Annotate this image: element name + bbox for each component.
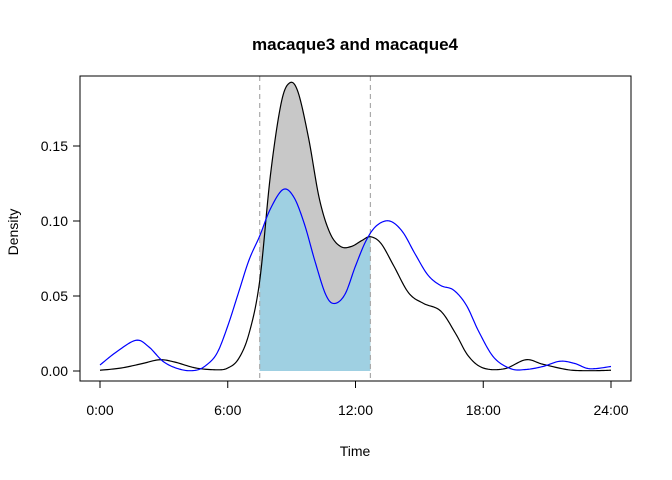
overlap-region-blue bbox=[259, 188, 371, 371]
y-tick-label: 0.10 bbox=[41, 213, 68, 229]
y-tick-label: 0.05 bbox=[41, 288, 68, 304]
x-tick-label: 12:00 bbox=[338, 402, 373, 418]
x-axis-label: Time bbox=[340, 443, 371, 459]
x-tick-label: 0:00 bbox=[86, 402, 113, 418]
y-axis: 0.00 0.05 0.10 0.15 bbox=[41, 138, 81, 379]
x-tick-label: 24:00 bbox=[593, 402, 628, 418]
y-axis-label: Density bbox=[5, 209, 21, 256]
plot-area bbox=[99, 76, 612, 381]
y-tick-label: 0.15 bbox=[41, 138, 68, 154]
x-axis: 0:00 6:00 12:00 18:00 24:00 bbox=[86, 380, 629, 418]
series-line-macaque4 bbox=[99, 188, 612, 372]
y-tick-label: 0.00 bbox=[41, 363, 68, 379]
x-tick-label: 6:00 bbox=[214, 402, 241, 418]
chart-title: macaque3 and macaque4 bbox=[252, 35, 459, 54]
x-tick-label: 18:00 bbox=[466, 402, 501, 418]
series-line-macaque3 bbox=[99, 81, 612, 372]
